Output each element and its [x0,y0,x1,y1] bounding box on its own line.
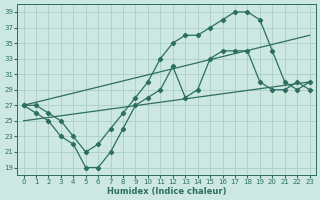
X-axis label: Humidex (Indice chaleur): Humidex (Indice chaleur) [107,187,226,196]
